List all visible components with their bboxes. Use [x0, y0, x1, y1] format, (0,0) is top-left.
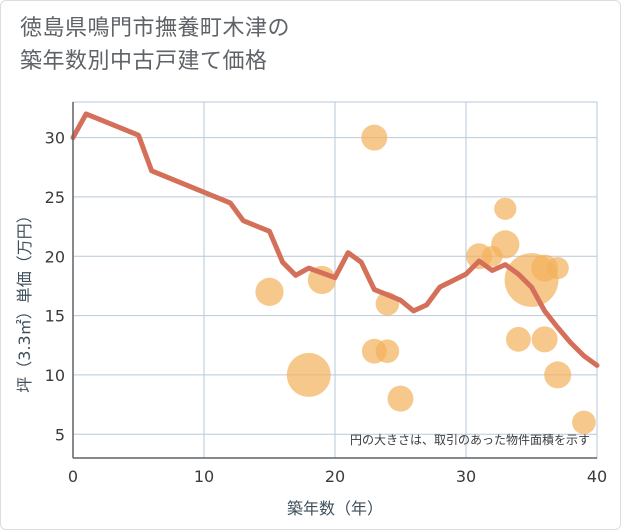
y-tick-label: 30	[45, 129, 65, 148]
bubble-point	[544, 361, 572, 389]
y-tick-label: 25	[45, 188, 65, 207]
bubble-point	[286, 352, 331, 397]
bubble-point	[361, 124, 388, 151]
grid	[72, 101, 598, 459]
bubble-point	[506, 326, 531, 352]
bubble-layer	[255, 124, 596, 435]
y-tick-label: 5	[55, 425, 65, 444]
y-axis-label: 坪（3.3㎡）単価（万円）	[15, 207, 34, 392]
x-tick-label: 20	[325, 467, 345, 486]
x-tick-label: 10	[194, 467, 214, 486]
bubble-point	[375, 339, 400, 364]
chart-title: 徳島県鳴門市撫養町木津の 築年数別中古戸建て価格	[20, 12, 580, 78]
y-tick-label: 10	[45, 366, 65, 385]
bubble-point	[387, 385, 414, 412]
axes: 0 10 20 30 40 5 10 15 20 25 30	[45, 102, 607, 486]
title-line-2: 築年数別中古戸建て価格	[20, 49, 268, 74]
size-note: 円の大きさは、取引のあった物件面積を示す	[350, 432, 590, 447]
x-axis-label: 築年数（年）	[287, 499, 383, 518]
bubble-point	[531, 326, 558, 353]
bubble-point	[491, 230, 520, 259]
y-tick-label: 20	[45, 247, 65, 266]
bubble-point	[255, 277, 284, 306]
x-tick-label: 40	[587, 467, 607, 486]
bubble-point	[546, 257, 569, 280]
x-tick-label: 30	[456, 467, 476, 486]
bubble-point	[494, 197, 517, 220]
x-tick-label: 0	[68, 467, 78, 486]
y-tick-label: 15	[45, 307, 65, 326]
bubble-point	[572, 410, 596, 435]
price-line	[70, 111, 600, 368]
title-line-1: 徳島県鳴門市撫養町木津の	[20, 16, 291, 41]
